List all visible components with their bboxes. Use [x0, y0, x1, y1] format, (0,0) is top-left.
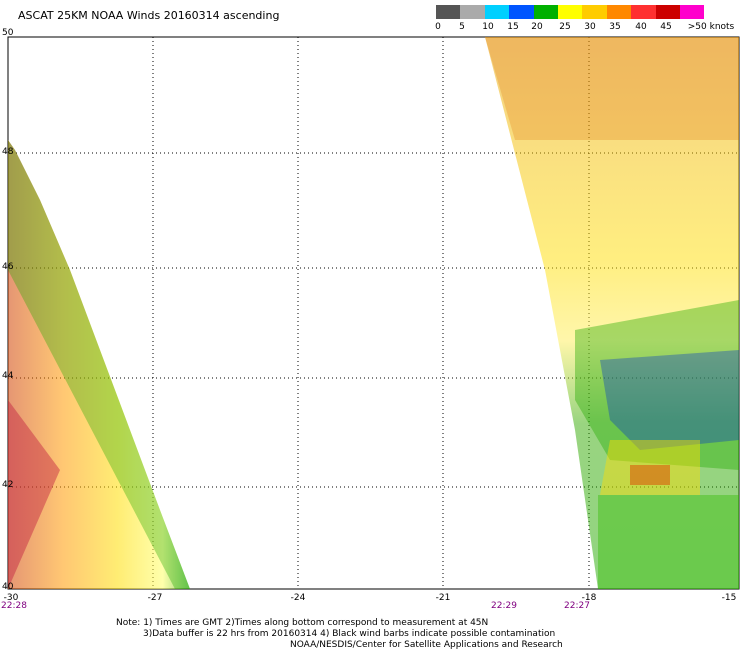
legend-label: 20 — [531, 22, 543, 32]
color-swatch — [460, 5, 485, 19]
legend-label: >50 knots — [687, 22, 735, 32]
note-line: NOAA/NESDIS/Center for Satellite Applica… — [290, 640, 563, 650]
color-swatch — [557, 5, 583, 19]
time-label: 22:27 — [564, 601, 590, 611]
lon-label: -15 — [721, 593, 737, 603]
lon-label: -24 — [290, 593, 306, 603]
legend-label: 45 — [660, 22, 672, 32]
color-swatch — [631, 5, 656, 19]
color-swatch — [484, 5, 510, 19]
time-label: 22:29 — [491, 601, 517, 611]
legend-label: 10 — [482, 22, 494, 32]
legend-label: 25 — [559, 22, 571, 32]
lat-label: 48 — [2, 147, 14, 157]
color-swatch — [533, 5, 558, 19]
lat-label: 42 — [2, 480, 14, 490]
lon-label: -21 — [435, 593, 451, 603]
time-label: 22:28 — [1, 601, 27, 611]
right-wind-swath — [485, 37, 739, 589]
color-swatch — [509, 5, 534, 19]
color-swatch — [582, 5, 607, 19]
color-swatch — [679, 5, 705, 19]
legend-label: 30 — [584, 22, 596, 32]
color-swatch — [606, 5, 632, 19]
legend-label: 40 — [635, 22, 647, 32]
legend-label: 0 — [435, 22, 441, 32]
lon-label: -27 — [147, 593, 163, 603]
lon-label: -30 — [3, 593, 19, 603]
lat-label: 50 — [2, 28, 14, 38]
legend-label: 15 — [507, 22, 519, 32]
lat-label: 40 — [2, 582, 14, 592]
color-swatch — [655, 5, 680, 19]
map-title: ASCAT 25KM NOAA Winds 20160314 ascending — [18, 9, 280, 22]
note-line: 3)Data buffer is 22 hrs from 20160314 4)… — [143, 629, 556, 639]
color-swatch — [436, 5, 461, 19]
lon-label: -18 — [581, 593, 597, 603]
wind-speed-color-bar — [436, 5, 705, 19]
note-line: Note: 1) Times are GMT 2)Times along bot… — [116, 618, 489, 628]
lat-label: 46 — [2, 262, 14, 272]
left-wind-swath — [8, 140, 190, 589]
lat-label: 44 — [2, 371, 14, 381]
legend-label: 5 — [459, 22, 465, 32]
legend-label: 35 — [609, 22, 621, 32]
